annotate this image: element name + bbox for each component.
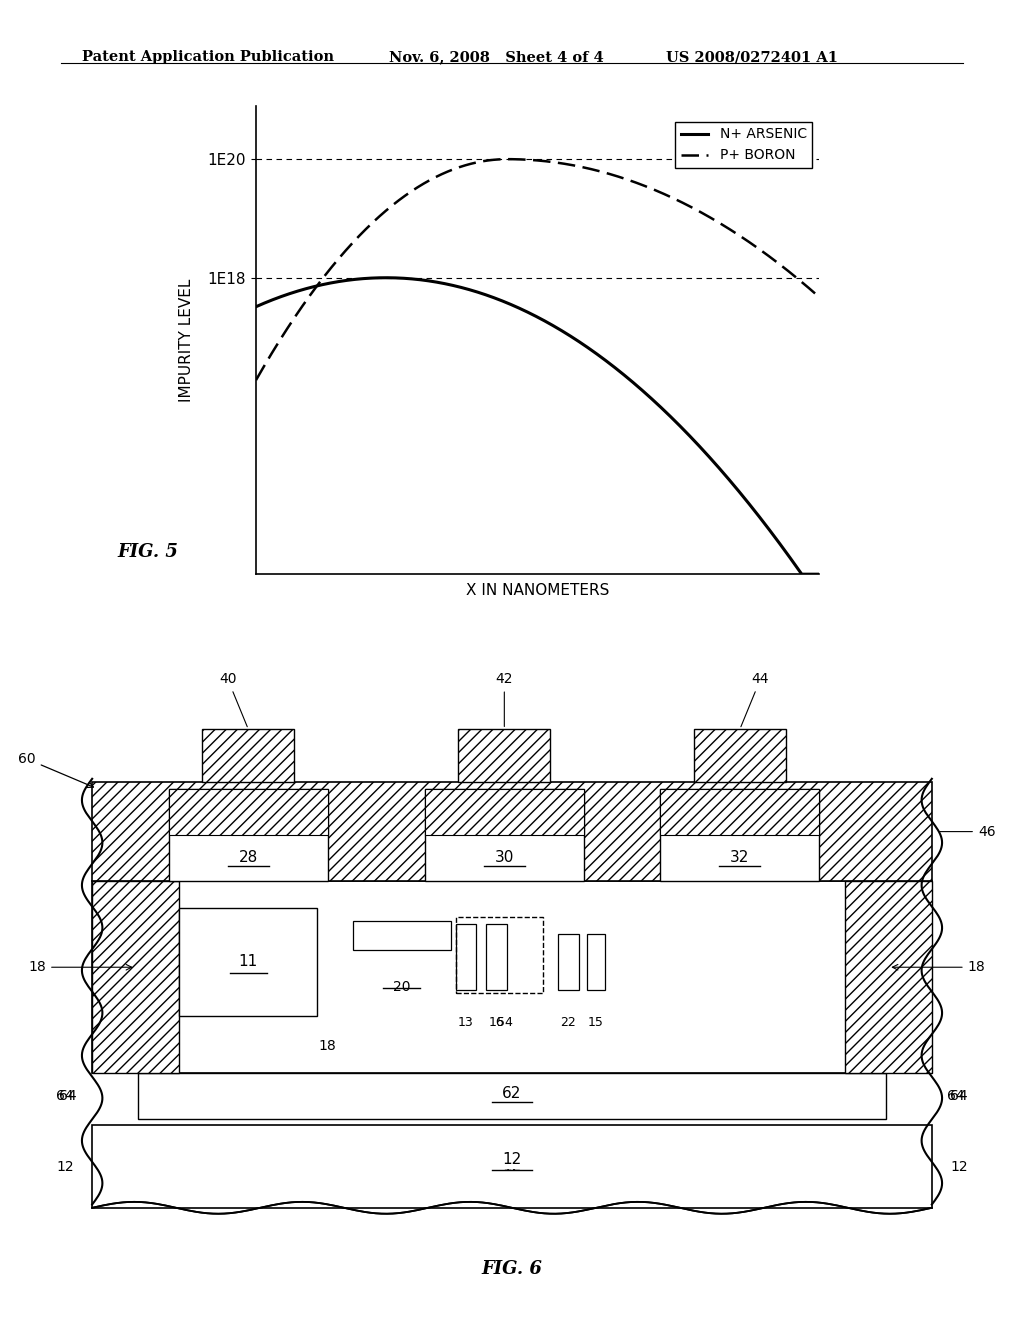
Text: 42: 42 xyxy=(496,672,513,726)
Bar xyxy=(587,935,605,990)
Text: 54: 54 xyxy=(497,1016,513,1030)
Text: 64: 64 xyxy=(950,1089,968,1102)
Bar xyxy=(694,729,786,781)
Text: 13: 13 xyxy=(458,1016,474,1030)
Text: 15: 15 xyxy=(588,1016,604,1030)
Bar xyxy=(92,882,179,1072)
Text: 62: 62 xyxy=(503,1088,521,1104)
Text: 12: 12 xyxy=(503,1159,521,1173)
Text: FIG. 6: FIG. 6 xyxy=(481,1259,543,1278)
Bar xyxy=(179,908,317,1016)
Text: US 2008/0272401 A1: US 2008/0272401 A1 xyxy=(666,50,838,65)
Text: 28: 28 xyxy=(239,850,258,866)
Bar xyxy=(92,882,932,1072)
Bar xyxy=(845,882,932,1072)
Legend: N+ ARSENIC, P+ BORON: N+ ARSENIC, P+ BORON xyxy=(675,121,812,168)
Bar xyxy=(660,789,819,836)
Bar xyxy=(92,1125,932,1208)
Text: 12: 12 xyxy=(56,1159,74,1173)
Bar xyxy=(169,789,328,836)
Bar xyxy=(203,729,295,781)
Text: 64: 64 xyxy=(56,1089,74,1102)
Text: 11: 11 xyxy=(239,954,258,969)
Bar xyxy=(456,924,476,990)
Bar xyxy=(425,789,584,836)
Text: 60: 60 xyxy=(18,752,93,788)
Text: 18: 18 xyxy=(892,960,985,974)
Text: 46: 46 xyxy=(940,825,995,838)
Bar xyxy=(558,935,579,990)
Bar xyxy=(353,921,451,950)
Text: 44: 44 xyxy=(741,672,769,727)
Bar xyxy=(169,789,328,882)
Text: 22: 22 xyxy=(560,1016,577,1030)
Bar xyxy=(459,729,551,781)
Text: 64: 64 xyxy=(947,1089,965,1102)
Bar xyxy=(456,917,543,993)
Bar xyxy=(138,1072,886,1119)
Text: 64: 64 xyxy=(59,1089,77,1102)
Text: 16: 16 xyxy=(488,1016,505,1030)
Text: 62: 62 xyxy=(503,1086,521,1101)
Text: 30: 30 xyxy=(495,850,514,866)
Text: Nov. 6, 2008   Sheet 4 of 4: Nov. 6, 2008 Sheet 4 of 4 xyxy=(389,50,604,65)
Text: 12: 12 xyxy=(950,1159,968,1173)
Y-axis label: IMPURITY LEVEL: IMPURITY LEVEL xyxy=(179,279,194,401)
Bar xyxy=(92,781,932,882)
Text: 18: 18 xyxy=(29,960,132,974)
Text: 20: 20 xyxy=(393,979,411,994)
X-axis label: X IN NANOMETERS: X IN NANOMETERS xyxy=(466,582,609,598)
Bar xyxy=(486,924,507,990)
Text: 18: 18 xyxy=(318,1039,337,1053)
Text: 32: 32 xyxy=(730,850,750,866)
Bar xyxy=(660,789,819,882)
Text: Patent Application Publication: Patent Application Publication xyxy=(82,50,334,65)
Text: 40: 40 xyxy=(219,672,247,727)
Bar xyxy=(425,789,584,882)
Text: 12: 12 xyxy=(503,1152,521,1167)
Text: FIG. 5: FIG. 5 xyxy=(118,543,178,561)
